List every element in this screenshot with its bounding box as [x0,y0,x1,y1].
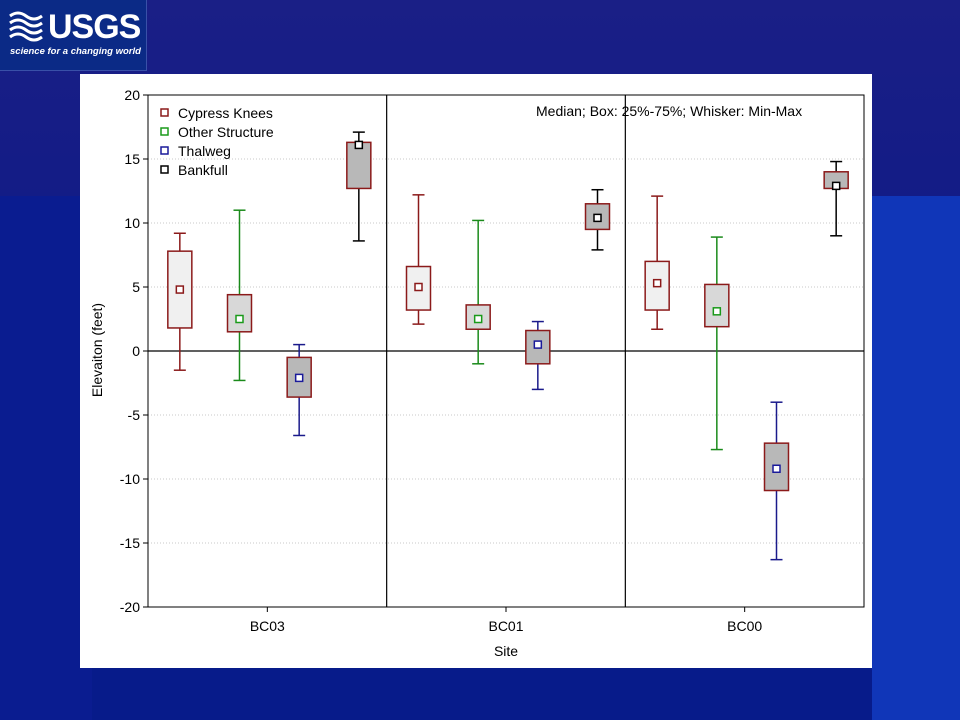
box-iqr [584,203,611,231]
y-tick-label: 0 [132,343,140,359]
logo-tagline: science for a changing world [10,46,141,57]
x-tick-label: BC01 [488,618,523,634]
median-marker [354,140,364,150]
median-marker [831,181,841,191]
median-marker [533,340,543,349]
chart-note: Median; Box: 25%-75%; Whisker: Min-Max [536,103,802,119]
usgs-wave-icon [9,11,43,42]
y-tick-label: -20 [120,599,140,615]
legend-label: Other Structure [178,124,274,140]
box-other-structure [465,219,491,365]
grid-layer [148,158,864,544]
box-cypress-knees [644,195,670,330]
median-marker [294,373,304,383]
legend-label: Bankfull [178,162,228,178]
legend-marker [160,165,169,174]
y-tick-label: 20 [124,87,140,103]
box-thalweg [525,320,551,391]
box-thalweg [286,343,312,437]
slide-left-band [0,196,92,720]
median-marker [175,285,185,294]
box-bankfull [823,160,849,237]
box-thalweg [763,401,790,561]
legend-marker [160,146,169,155]
usgs-logo: USGS science for a changing world [0,0,147,71]
median-marker [593,213,602,223]
chart-panel: -20 -15 -10 -5 0 5 10 15 20 BC03 BC01 BC00 Cypress … [80,74,872,668]
y-tick-label: -15 [120,535,140,551]
median-marker [414,282,423,292]
slide-bottom-band [92,668,872,720]
y-tick-label: -5 [128,407,141,423]
y-axis-title: Elevaiton (feet) [89,303,105,397]
legend-marker [160,127,169,136]
median-marker [712,307,722,316]
y-tick-label: 5 [132,279,140,295]
median-marker [473,314,483,324]
box-bankfull [346,131,372,242]
axis-layer: -20 -15 -10 -5 0 5 10 15 20 BC03 BC01 BC00 [120,87,865,634]
median-marker [772,464,781,474]
box-iqr [405,265,432,311]
x-axis-title: Site [494,643,518,659]
box-iqr [465,304,491,330]
logo-wordmark: USGS [48,8,141,46]
slide-right-band [872,196,960,720]
legend-label: Cypress Knees [178,105,273,121]
y-tick-label: 10 [124,215,140,231]
legend-marker [160,108,169,117]
median-marker [652,278,662,288]
box-cypress-knees [405,194,432,325]
median-marker [235,314,244,324]
box-other-structure [226,209,253,382]
x-tick-label: BC00 [727,618,762,634]
y-tick-label: 15 [124,151,140,167]
legend-label: Thalweg [178,143,231,159]
y-tick-label: -10 [120,471,140,487]
legend: Cypress Knees Other Structure Thalweg Bankf… [160,105,274,178]
box-other-structure [704,236,730,451]
box-bankfull [584,188,611,251]
box-plot-chart: -20 -15 -10 -5 0 5 10 15 20 BC03 BC01 BC00 Cypress … [89,87,865,659]
box-iqr [704,283,730,328]
box-iqr [346,141,372,190]
box-cypress-knees [167,232,193,371]
x-tick-label: BC03 [250,618,285,634]
box-iqr [226,293,253,333]
box-layer [167,131,849,561]
